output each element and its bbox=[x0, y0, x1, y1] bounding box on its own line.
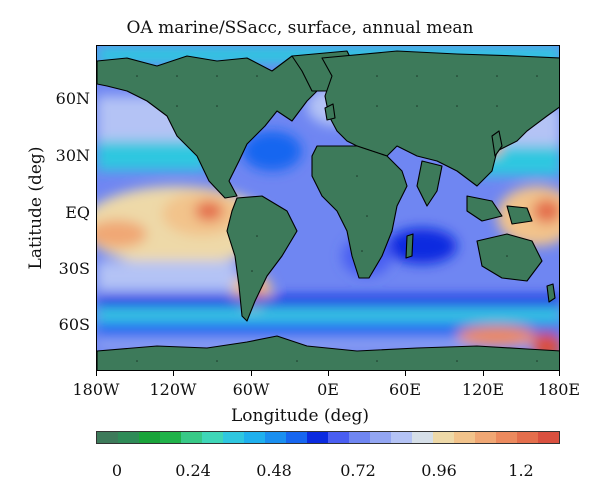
x-tick bbox=[483, 371, 484, 376]
india bbox=[416, 160, 443, 207]
colorbar bbox=[96, 431, 560, 444]
colorbar-segment bbox=[223, 432, 244, 443]
x-tick-label-120e: 120E bbox=[461, 380, 505, 399]
british-isles bbox=[324, 103, 336, 121]
eurasia bbox=[321, 50, 559, 187]
colorbar-segment bbox=[433, 432, 454, 443]
maritime-continent bbox=[466, 195, 503, 222]
colorbar-label: 0 bbox=[111, 461, 123, 480]
colorbar-segment bbox=[97, 432, 118, 443]
world-map bbox=[96, 45, 560, 371]
colorbar-segment bbox=[349, 432, 370, 443]
y-tick-label-60n: 60N bbox=[55, 89, 90, 108]
colorbar-segment bbox=[265, 432, 286, 443]
continents bbox=[97, 50, 559, 370]
north-america bbox=[97, 55, 333, 199]
x-tick bbox=[559, 371, 560, 376]
y-tick-label-eq: EQ bbox=[65, 203, 90, 222]
colorbar-segment bbox=[139, 432, 160, 443]
x-tick bbox=[328, 371, 329, 376]
x-tick-label-0e: 0E bbox=[317, 380, 339, 399]
colorbar-segment bbox=[496, 432, 517, 443]
x-tick bbox=[173, 371, 174, 376]
colorbar-segment bbox=[328, 432, 349, 443]
map-canvas bbox=[97, 46, 559, 370]
colorbar-segment bbox=[370, 432, 391, 443]
x-tick-label-180w: 180W bbox=[72, 380, 120, 399]
colorbar-segment bbox=[412, 432, 433, 443]
colorbar-segment bbox=[391, 432, 412, 443]
new-guinea bbox=[506, 205, 533, 225]
colorbar-segment bbox=[160, 432, 181, 443]
x-tick bbox=[405, 371, 406, 376]
colorbar-segment bbox=[538, 432, 559, 443]
stipple-dots bbox=[136, 75, 538, 362]
colorbar-segment bbox=[517, 432, 538, 443]
chart-title: OA marine/SSacc, surface, annual mean bbox=[126, 18, 474, 38]
australia bbox=[476, 233, 543, 282]
colorbar-label: 1.2 bbox=[508, 461, 534, 480]
madagascar bbox=[405, 233, 414, 259]
x-tick-label-180e: 180E bbox=[537, 380, 581, 399]
colorbar-segment bbox=[307, 432, 328, 443]
x-axis-title: Longitude (deg) bbox=[230, 406, 369, 426]
x-tick-label-120w: 120W bbox=[149, 380, 197, 399]
colorbar-segment bbox=[181, 432, 202, 443]
colorbar-segment bbox=[475, 432, 496, 443]
y-tick-label-30s: 30S bbox=[58, 259, 90, 278]
x-tick bbox=[251, 371, 252, 376]
colorbar-label: 0.48 bbox=[256, 461, 292, 480]
colorbar-label: 0.72 bbox=[340, 461, 376, 480]
south-america bbox=[226, 195, 298, 322]
x-tick-label-60w: 60W bbox=[232, 380, 270, 399]
colorbar-segment bbox=[118, 432, 139, 443]
colorbar-segment bbox=[202, 432, 223, 443]
x-tick-label-60e: 60E bbox=[388, 380, 422, 399]
africa bbox=[311, 145, 408, 279]
new-zealand bbox=[546, 283, 556, 303]
antarctica bbox=[97, 335, 559, 370]
colorbar-segment bbox=[286, 432, 307, 443]
colorbar-label: 0.24 bbox=[175, 461, 211, 480]
japan bbox=[491, 130, 503, 157]
colorbar-segment bbox=[454, 432, 475, 443]
colorbar-label: 0.96 bbox=[421, 461, 457, 480]
colorbar-segment bbox=[244, 432, 265, 443]
x-tick bbox=[96, 371, 97, 376]
y-tick-label-30n: 30N bbox=[55, 146, 90, 165]
y-tick-label-60s: 60S bbox=[58, 315, 90, 334]
